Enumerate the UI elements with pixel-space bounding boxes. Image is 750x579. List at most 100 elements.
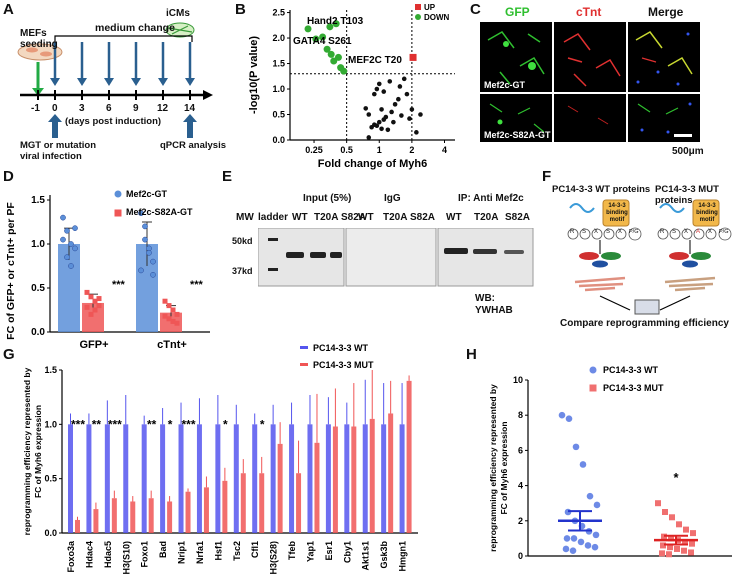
bar bbox=[196, 424, 202, 533]
dot-plot-h: 0 2 4 6 8 10 * PC14-3-3 WT PC14-3-3 MUT reprogram… bbox=[488, 365, 732, 561]
y-tick-label: 1.0 bbox=[44, 419, 57, 429]
y-tick-label: 4 bbox=[518, 481, 523, 491]
micrograph-gfp-gt bbox=[480, 22, 552, 92]
motif-residue: S bbox=[672, 229, 677, 235]
panel-g-letter: G bbox=[3, 346, 15, 363]
western-blot bbox=[258, 228, 534, 287]
panel-e-letter: E bbox=[222, 168, 233, 185]
bar bbox=[296, 473, 302, 533]
significance-mark: *** bbox=[112, 279, 126, 291]
medium-bracket bbox=[54, 35, 193, 42]
point bbox=[366, 112, 372, 117]
point bbox=[396, 96, 401, 102]
bar bbox=[215, 424, 221, 533]
bar bbox=[130, 501, 136, 533]
point bbox=[409, 107, 415, 112]
data-point bbox=[170, 307, 176, 313]
mef-cells-icon bbox=[17, 43, 63, 61]
data-point bbox=[174, 311, 180, 317]
legend-marker bbox=[300, 363, 308, 366]
lane-igg-t20a: T20A bbox=[383, 212, 408, 223]
bar bbox=[178, 424, 184, 533]
data-point bbox=[563, 535, 571, 542]
ip-label: IP: Anti Mef2c bbox=[458, 193, 524, 204]
data-point bbox=[142, 236, 148, 243]
x-category-label: Hsf1 bbox=[213, 541, 223, 561]
y-tick-label: 1.0 bbox=[31, 239, 45, 250]
data-point bbox=[690, 530, 696, 537]
data-point bbox=[591, 543, 599, 551]
bar bbox=[406, 380, 412, 533]
y-tick-label: 0 bbox=[518, 551, 523, 561]
legend-label: Mef2c-S82A-GT bbox=[126, 207, 193, 217]
kd50-label: 50kd bbox=[232, 236, 253, 246]
y-axis-title: FC of GFP+ or cTnt+ per PF bbox=[5, 202, 17, 340]
legend-label: PC14-3-3 MUT bbox=[313, 360, 374, 370]
significance-mark: *** bbox=[108, 417, 122, 431]
data-point bbox=[88, 294, 94, 300]
day-label: 3 bbox=[79, 103, 85, 114]
bar bbox=[141, 424, 147, 533]
row-label-mut: Mef2c-S82A-GT bbox=[484, 130, 551, 140]
micrograph-ctnt-gt bbox=[554, 22, 626, 92]
motif-residue: X bbox=[708, 229, 713, 235]
y-tick-label: 2 bbox=[518, 516, 523, 526]
micrograph-merge-gt bbox=[628, 22, 700, 92]
plate-reader-icon bbox=[634, 299, 660, 315]
micrograph-gfp-mut bbox=[480, 94, 552, 142]
point bbox=[387, 79, 393, 84]
kd37-label: 37kd bbox=[232, 266, 253, 276]
legend-label: Mef2c-GT bbox=[126, 189, 168, 199]
point bbox=[397, 84, 403, 89]
data-point bbox=[655, 500, 661, 507]
bar bbox=[325, 424, 331, 533]
y-tick-label: 0.5 bbox=[44, 474, 57, 484]
gfp-column-title: GFP bbox=[505, 5, 530, 19]
day-label: 12 bbox=[157, 103, 169, 114]
data-point bbox=[166, 303, 172, 309]
data-point bbox=[558, 411, 566, 419]
bar bbox=[270, 424, 276, 533]
data-point bbox=[162, 298, 168, 304]
y-tick-label: 1.5 bbox=[44, 365, 57, 375]
mw-label: MW bbox=[236, 212, 254, 223]
days-note: (days post induction) bbox=[65, 116, 162, 127]
data-point bbox=[586, 492, 594, 500]
wb-ywhab-label: WB: YWHAB bbox=[475, 293, 513, 316]
data-point bbox=[92, 307, 98, 313]
x-category-label: Akt1s1 bbox=[361, 541, 371, 571]
point bbox=[404, 91, 410, 97]
y-tick-label: 8 bbox=[518, 410, 523, 420]
x-category-label: Esr1 bbox=[324, 541, 334, 561]
bar bbox=[399, 424, 405, 533]
legend-marker bbox=[589, 366, 597, 374]
legend-marker bbox=[114, 190, 122, 198]
bar bbox=[136, 244, 158, 332]
panel-h-letter: H bbox=[466, 346, 477, 363]
point bbox=[385, 127, 391, 133]
motif-residue: P/G bbox=[719, 229, 729, 235]
x-category-label: Nrip1 bbox=[177, 541, 187, 564]
y-tick-label: 1.5 bbox=[31, 195, 45, 206]
mgt-infection-label: MGT or mutation viral infection bbox=[20, 140, 96, 162]
data-point bbox=[662, 509, 668, 515]
data-point bbox=[681, 547, 687, 554]
lane-ip-wt: WT bbox=[446, 212, 462, 223]
motif-residue: P/G bbox=[629, 229, 639, 235]
down-point bbox=[319, 33, 327, 41]
point bbox=[379, 126, 384, 132]
down-point bbox=[340, 67, 348, 75]
data-point bbox=[68, 263, 74, 269]
bar bbox=[160, 424, 166, 533]
down-point bbox=[334, 53, 342, 61]
x-category-label: Cfl1 bbox=[250, 541, 260, 558]
motif-residue: X bbox=[684, 229, 689, 235]
y-tick-label: 0.5 bbox=[272, 110, 285, 120]
day-label: 6 bbox=[106, 103, 112, 114]
bar bbox=[123, 424, 129, 533]
point bbox=[399, 113, 404, 118]
icm-cells-icon bbox=[165, 22, 195, 38]
down-point bbox=[332, 20, 340, 28]
significance-mark: *** bbox=[182, 417, 196, 431]
bar-chart-g: 0.00.51.01.5Foxo3a***Hdac4**Hdac5***H3(S… bbox=[22, 343, 418, 575]
